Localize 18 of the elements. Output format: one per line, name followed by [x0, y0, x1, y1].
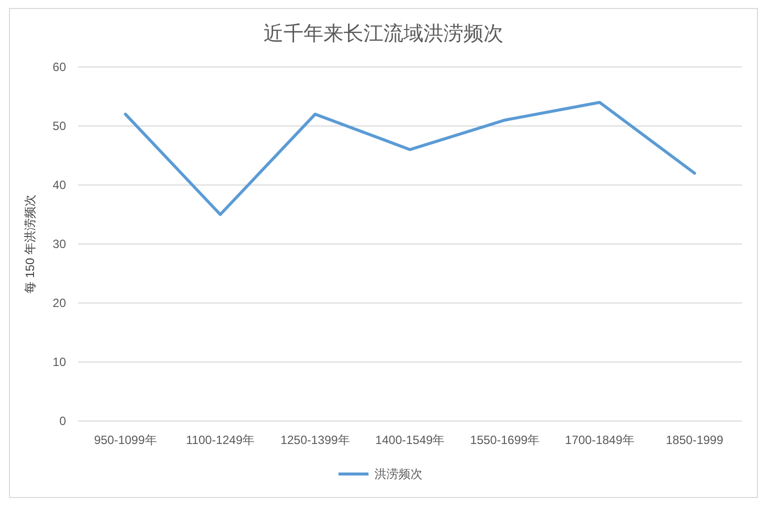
y-tick-label: 10 — [52, 355, 66, 369]
y-tick-label: 40 — [52, 178, 66, 192]
legend-label: 洪涝频次 — [374, 467, 422, 481]
y-tick-label: 20 — [52, 296, 66, 310]
x-tick-label: 1700-1849年 — [565, 433, 634, 447]
x-tick-label: 950-1099年 — [94, 433, 157, 447]
y-axis-title: 每 150 年洪涝频次 — [23, 194, 37, 294]
x-tick-label: 1400-1549年 — [375, 433, 445, 447]
x-tick-label: 1550-1699年 — [470, 433, 540, 447]
y-tick-label: 0 — [59, 414, 66, 428]
y-tick-label: 60 — [52, 60, 66, 74]
y-tick-label: 50 — [52, 119, 66, 133]
x-tick-label: 1100-1249年 — [186, 433, 255, 447]
x-tick-label: 1250-1399年 — [280, 433, 350, 447]
line-series — [124, 100, 696, 216]
y-tick-label: 30 — [52, 237, 66, 251]
x-tick-label: 1850-1999 — [666, 433, 724, 447]
chart-title: 近千年来长江流域洪涝频次 — [264, 23, 504, 45]
